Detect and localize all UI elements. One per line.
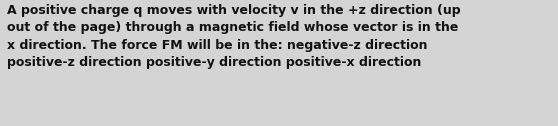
Text: A positive charge q moves with velocity v in the +z direction (up
out of the pag: A positive charge q moves with velocity … [7,4,460,69]
